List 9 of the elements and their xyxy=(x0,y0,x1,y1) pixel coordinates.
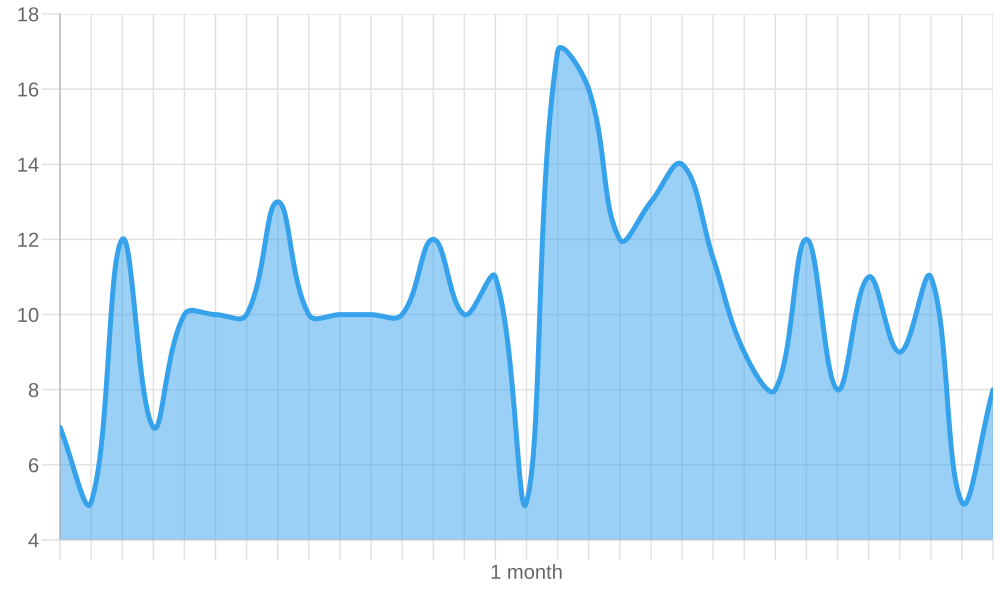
y-tick-label: 18 xyxy=(18,7,38,22)
y-tick-label: 12 xyxy=(18,232,38,247)
y-tick-label: 4 xyxy=(28,533,39,548)
y-tick-label: 6 xyxy=(28,458,38,472)
y-tick-label: 14 xyxy=(18,158,39,172)
x-tick-label: 1 month xyxy=(492,564,562,579)
y-tick-label: 8 xyxy=(28,382,38,398)
y-tick-label: 10 xyxy=(18,308,38,322)
y-tick-label: 16 xyxy=(18,82,38,97)
